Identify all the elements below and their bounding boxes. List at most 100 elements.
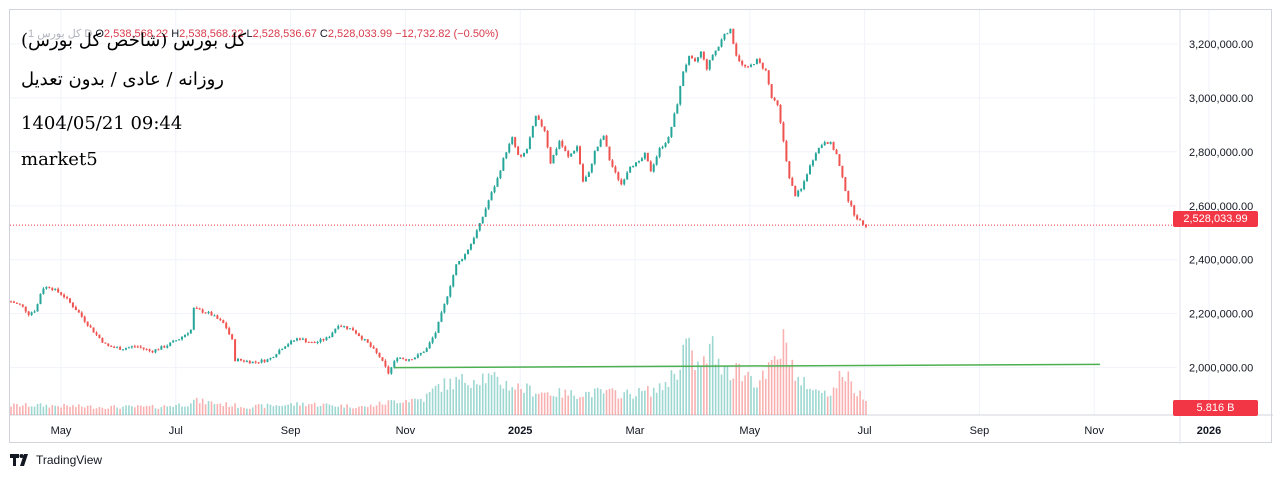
candle-body	[543, 126, 546, 131]
volume-bar	[723, 366, 726, 415]
volume-bar	[101, 407, 104, 415]
volume-bar	[30, 406, 33, 415]
volume-bar	[570, 390, 572, 415]
candle-body	[340, 326, 343, 328]
volume-bar	[210, 401, 213, 415]
candle-body	[124, 348, 127, 350]
volume-bar	[325, 403, 328, 415]
volume-bar	[378, 401, 381, 415]
volume-bar	[80, 406, 83, 415]
volume-bar	[523, 392, 525, 415]
candle-body	[844, 177, 847, 192]
volume-bar	[131, 406, 133, 415]
candle-body	[711, 54, 714, 61]
volume-bar	[605, 389, 608, 415]
candle-body	[113, 346, 116, 348]
chart-title: کل بورس (شاخص کل بورس)	[21, 30, 247, 51]
candle-body	[862, 220, 865, 225]
trend-line	[394, 363, 1101, 369]
volume-bar	[178, 403, 180, 415]
candle-body	[160, 346, 163, 350]
price-tick-label: 3,200,000.00	[1189, 39, 1253, 51]
candle-body	[540, 119, 543, 127]
volume-bar	[546, 392, 549, 415]
volume-bar	[626, 389, 628, 415]
volume-bar	[641, 391, 643, 415]
volume-bar	[201, 398, 204, 415]
candle-body	[729, 28, 732, 34]
price-chart[interactable]: 3,200,000.00 3,000,000.00 2,800,000.00 2,60…	[10, 10, 1273, 444]
volume-bar	[172, 406, 174, 415]
candle-body	[154, 349, 157, 353]
candle-body	[752, 64, 755, 66]
volume-bar	[741, 381, 743, 415]
candle-body	[86, 321, 89, 326]
candle-body	[614, 166, 617, 173]
candle-body	[393, 361, 396, 368]
volume-bar	[620, 398, 623, 415]
volume-bar	[476, 384, 478, 415]
time-tick-label: Jul	[169, 425, 183, 437]
volume-bar	[826, 396, 829, 415]
candle-body	[549, 147, 552, 164]
volume-bar	[470, 387, 472, 415]
volume-bar	[72, 405, 74, 415]
candle-body	[119, 347, 122, 350]
candle-body	[744, 64, 747, 67]
candle-body	[133, 346, 136, 348]
volume-bar	[573, 395, 575, 415]
chart-frame[interactable]: 3,200,000.00 3,000,000.00 2,800,000.00 2,60…	[9, 9, 1273, 444]
candle-body	[66, 297, 69, 299]
candle-body	[110, 345, 113, 347]
candle-body	[505, 152, 508, 159]
volume-bar	[48, 407, 51, 415]
candle-body	[593, 151, 596, 164]
volume-bar	[697, 361, 699, 415]
time-tick-label: 2026	[1197, 425, 1221, 437]
candle-body	[68, 298, 71, 303]
volume-bar	[148, 406, 151, 415]
close-value: 2,528,033.99	[327, 28, 393, 40]
volume-bar	[785, 342, 788, 415]
candle-body	[779, 104, 782, 123]
time-tick-label: Mar	[626, 425, 645, 437]
volume-bar	[853, 393, 856, 415]
candle-body	[242, 360, 245, 362]
volume-bar	[116, 407, 118, 415]
volume-bar	[27, 406, 30, 415]
volume-bar	[856, 396, 858, 415]
volume-bar	[711, 336, 714, 415]
volume-bar	[92, 408, 95, 415]
volume-bar	[644, 390, 646, 415]
volume-bar	[355, 408, 357, 415]
candle-body	[602, 135, 605, 140]
candle-body	[490, 192, 493, 201]
candle-body	[278, 349, 281, 355]
candle-body	[24, 306, 27, 312]
candle-body	[390, 367, 393, 374]
volume-bar	[98, 406, 101, 415]
candle-body	[263, 359, 266, 362]
volume-bar	[425, 393, 428, 415]
volume-bar	[655, 392, 658, 415]
volume-bar	[638, 388, 640, 415]
candle-body	[425, 348, 428, 352]
volume-bar	[387, 400, 390, 415]
volume-bar	[145, 405, 148, 415]
volume-bar	[647, 385, 649, 415]
candle-body	[629, 166, 632, 173]
candle-body	[80, 312, 83, 317]
volume-bar	[414, 398, 416, 415]
candle-body	[720, 39, 723, 47]
volume-bar	[464, 382, 466, 415]
volume-bar	[496, 376, 499, 415]
volume-bar	[411, 398, 413, 415]
volume-bar	[714, 364, 717, 415]
volume-bar	[340, 404, 343, 415]
candle-body	[661, 146, 664, 149]
candle-body	[808, 165, 811, 175]
volume-bar	[649, 396, 652, 415]
volume-bar	[343, 407, 345, 415]
tradingview-logo[interactable]: TradingView	[10, 453, 102, 467]
volume-bar	[582, 396, 584, 415]
